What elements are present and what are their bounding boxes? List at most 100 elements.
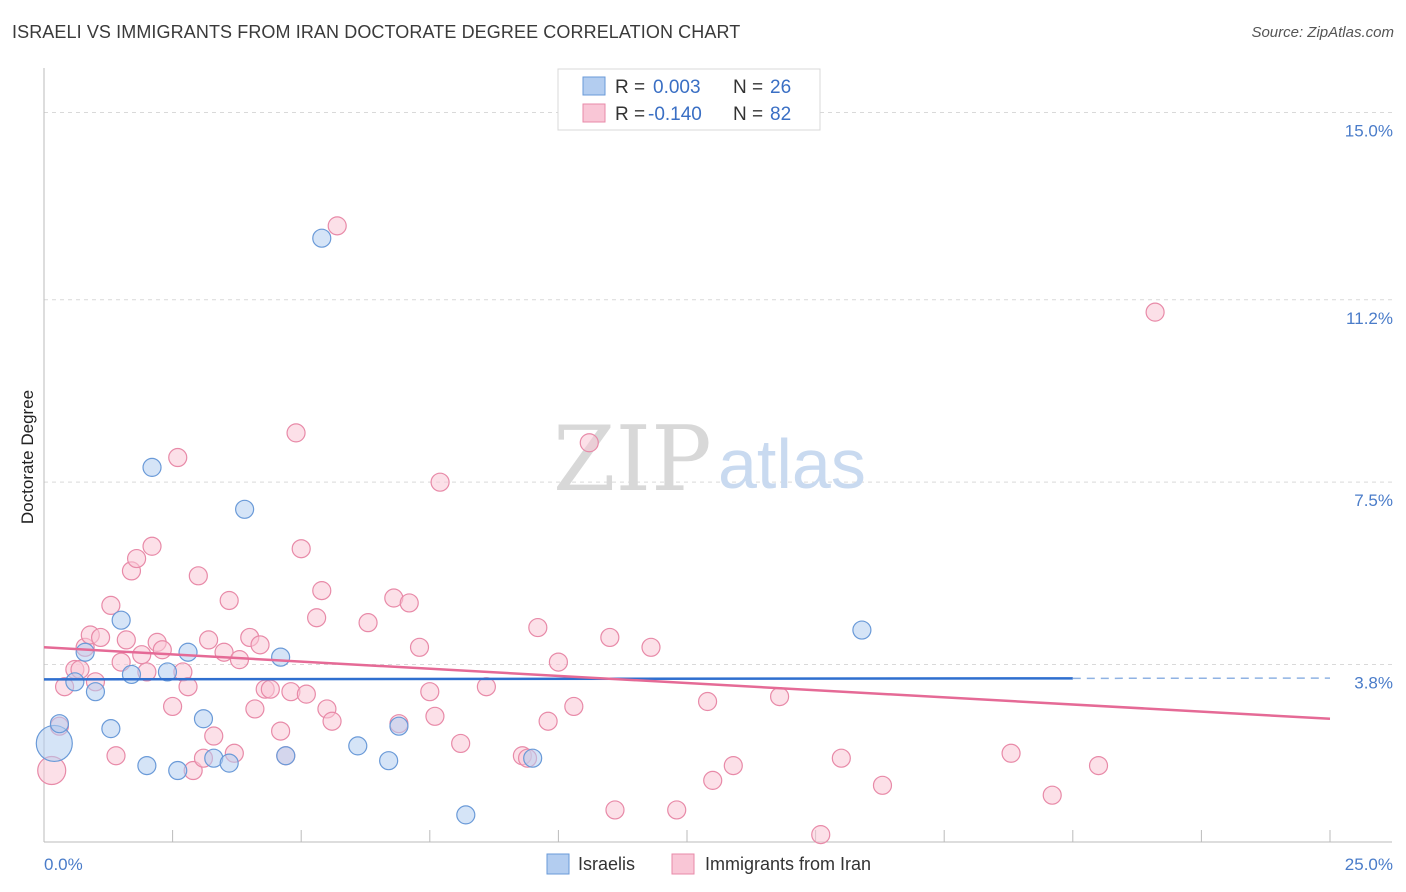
iran-point: [286, 423, 306, 443]
iran-point: [312, 581, 332, 601]
iran-point: [132, 645, 152, 665]
iran-point: [1145, 302, 1165, 322]
iran-point: [322, 711, 342, 731]
bottom-legend-israelis: Israelis: [578, 854, 635, 874]
iran-point: [451, 733, 471, 754]
iran-point: [528, 617, 548, 638]
iran-point: [142, 536, 162, 556]
iran-point: [697, 691, 718, 712]
y-tick-label: 3.8%: [1354, 674, 1393, 693]
iran-point: [178, 677, 198, 697]
iran-point: [219, 590, 239, 611]
watermark: ZIP atlas: [553, 407, 866, 512]
iran-point: [476, 677, 496, 697]
iran-point: [260, 679, 280, 699]
iran-point: [90, 627, 111, 648]
iran-point: [769, 686, 790, 707]
y-tick-label: 15.0%: [1345, 122, 1393, 141]
iran-point: [703, 770, 723, 790]
series-israelis-points: [35, 228, 872, 825]
iran-point: [425, 706, 445, 726]
trend-lines: [43, 646, 1331, 721]
iran-point: [641, 637, 661, 657]
bottom-legend-swatch-iran: [671, 853, 695, 875]
iran-point: [548, 652, 569, 672]
israelis-point: [157, 662, 178, 682]
iran-point: [409, 637, 430, 657]
israelis-point: [523, 748, 543, 768]
iran-trend-line: [43, 646, 1331, 721]
iran-point: [111, 652, 131, 672]
axes: [43, 68, 1392, 843]
x-tick-label-max: 25.0%: [1345, 855, 1393, 874]
israelis-point: [235, 499, 255, 519]
iran-point: [723, 755, 743, 776]
chart-title: ISRAELI VS IMMIGRANTS FROM IRAN DOCTORAT…: [12, 22, 741, 42]
iran-point: [358, 613, 378, 633]
iran-point: [188, 566, 208, 586]
israelis-point: [137, 755, 157, 776]
israelis-point: [348, 736, 368, 756]
iran-point: [811, 825, 831, 845]
iran-point: [199, 630, 219, 650]
legend-r-value-israelis: 0.003: [653, 77, 701, 98]
iran-point: [126, 548, 147, 569]
legend-box: R = 0.003 N = 26 R = -0.140 N = 82: [557, 68, 821, 131]
israelis-point: [276, 746, 296, 766]
iran-point: [204, 726, 224, 746]
grid-lines: [44, 112, 1392, 666]
israelis-point: [271, 647, 291, 667]
iran-point: [831, 748, 851, 768]
y-tick-labels: 3.8% 7.5% 11.2% 15.0%: [1345, 122, 1393, 693]
legend-swatch-iran: [582, 103, 606, 123]
iran-point: [307, 608, 327, 628]
israelis-point: [121, 664, 142, 685]
iran-point: [1088, 755, 1109, 776]
israelis-point: [312, 228, 332, 248]
israelis-point: [389, 716, 409, 736]
israelis-point: [168, 760, 188, 781]
iran-point: [1001, 743, 1021, 763]
legend-swatch-israelis: [582, 76, 606, 96]
iran-point: [106, 746, 126, 766]
bottom-legend-iran: Immigrants from Iran: [705, 854, 871, 874]
iran-point: [605, 800, 625, 820]
iran-point: [600, 627, 620, 648]
israelis-point: [85, 682, 106, 702]
israelis-point: [178, 642, 198, 662]
iran-point: [152, 640, 172, 660]
israelis-point: [193, 709, 214, 729]
iran-point: [163, 696, 183, 717]
israelis-point: [142, 457, 162, 477]
legend-r-label-iran: R =: [615, 104, 645, 125]
series-iran-points: [37, 216, 1165, 845]
israelis-trend-line: [43, 677, 1073, 681]
iran-point: [250, 635, 270, 655]
y-axis-label: Doctorate Degree: [18, 390, 37, 524]
legend-n-label-israelis: N =: [733, 77, 763, 98]
iran-point: [296, 684, 316, 704]
bottom-legend: Israelis Immigrants from Iran: [546, 853, 871, 875]
legend-r-label-israelis: R =: [615, 77, 645, 98]
watermark-zip: ZIP: [553, 407, 712, 512]
iran-point: [1042, 785, 1062, 805]
iran-point: [116, 630, 136, 650]
israelis-point: [65, 672, 85, 692]
iran-point: [101, 595, 121, 616]
iran-point: [245, 699, 265, 719]
bottom-legend-swatch-israelis: [546, 853, 570, 875]
israelis-point: [111, 610, 131, 630]
iran-point: [564, 696, 584, 717]
iran-point: [430, 472, 450, 492]
y-tick-label: 7.5%: [1354, 491, 1393, 510]
x-tick-labels: 0.0% 25.0%: [44, 855, 1393, 874]
iran-point: [538, 711, 558, 731]
legend-n-value-israelis: 26: [770, 77, 791, 98]
chart-source: Source: ZipAtlas.com: [1251, 24, 1394, 41]
iran-point: [327, 216, 347, 236]
iran-point: [579, 433, 599, 453]
iran-point: [168, 447, 188, 468]
israelis-point: [219, 753, 239, 773]
x-tick-label-min: 0.0%: [44, 855, 83, 874]
